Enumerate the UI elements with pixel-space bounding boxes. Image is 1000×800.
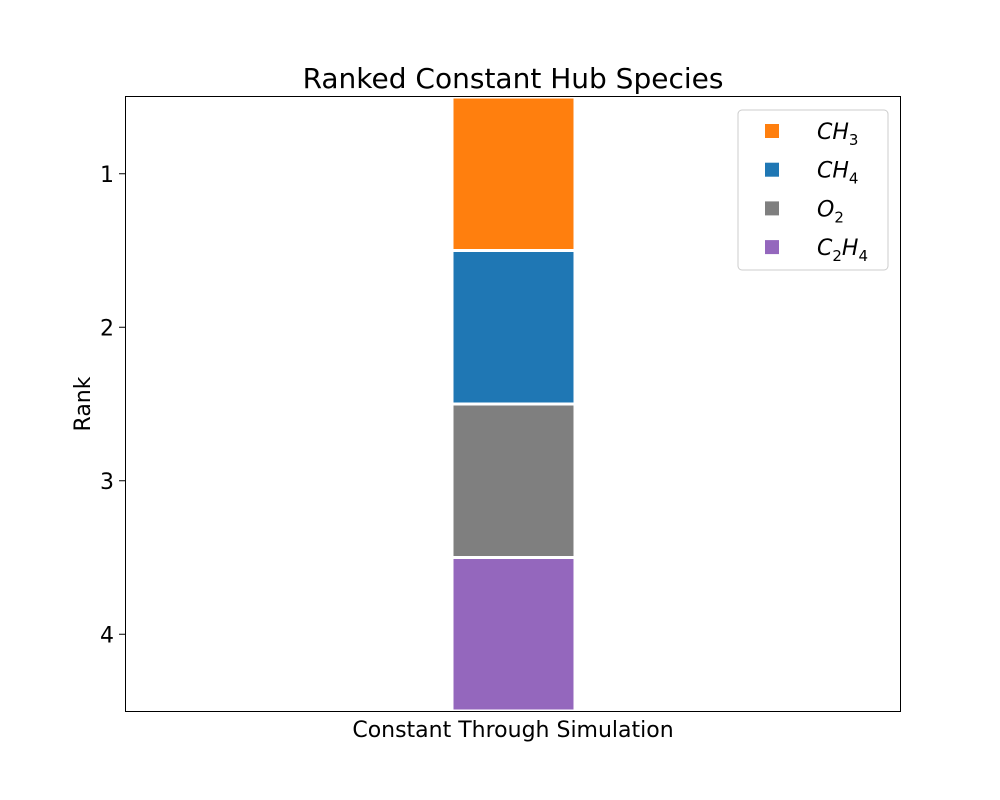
y-axis: 1 2 3 4 [100,163,126,648]
bar-rank-3 [450,402,577,559]
bars-group [450,95,577,713]
legend-label-C2H4: C2H4 [817,236,868,265]
chart-title: Ranked Constant Hub Species [303,62,724,95]
bar-rank-4 [450,556,577,713]
legend-label-O2: O2 [817,197,844,226]
y-tick-label: 3 [100,470,114,495]
y-tick-label: 2 [100,316,114,341]
legend-swatch-CH4 [765,162,779,177]
y-axis-label: Rank [71,376,96,431]
bar-rank-2 [450,249,577,406]
plot-area-frame [125,96,901,712]
legend-box [737,109,889,271]
legend-swatch-CH3 [765,124,779,138]
legend-swatch-O2 [765,201,779,216]
x-axis-label: Constant Through Simulation [352,718,673,743]
y-tick-label: 4 [100,623,114,648]
legend-label-CH4: CH4 [817,159,858,188]
legend: CH3 CH4 O2 C2H4 [737,109,889,271]
legend-label-CH3: CH3 [817,120,858,149]
legend-swatch-C2H4 [765,240,779,255]
bar-rank-1 [450,95,577,252]
y-tick-label: 1 [100,163,114,188]
